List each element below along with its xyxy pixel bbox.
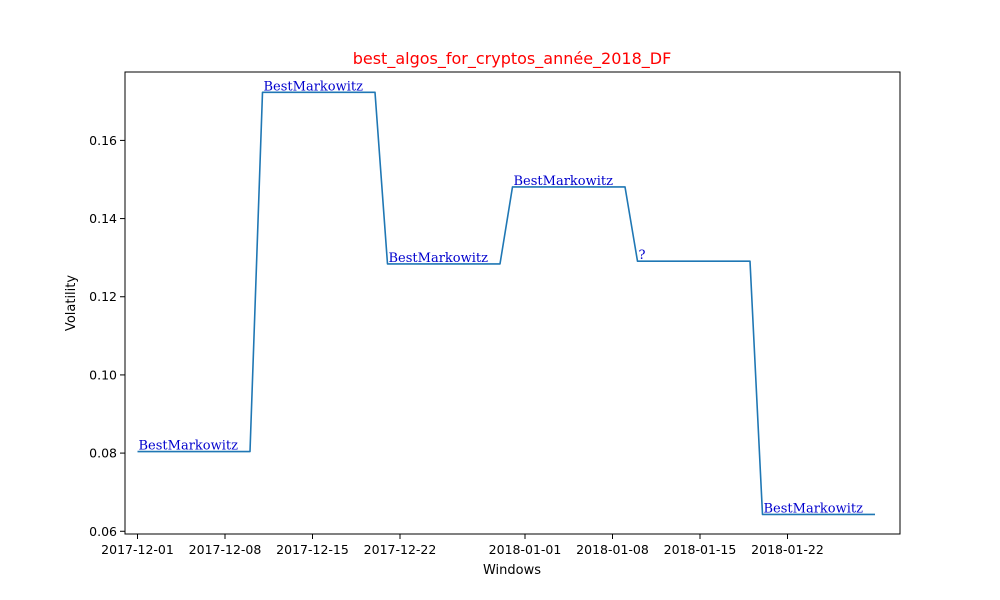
annotation-label: BestMarkowitz bbox=[764, 501, 864, 516]
series-line-volatility bbox=[137, 91, 875, 516]
y-tick-label: 0.14 bbox=[89, 211, 117, 226]
y-tick-label: 0.10 bbox=[89, 367, 117, 382]
x-axis-label: Windows bbox=[483, 563, 541, 578]
y-axis: 0.06 0.08 0.10 0.12 0.14 0.16 bbox=[89, 133, 125, 539]
x-tick-label: 2018-01-15 bbox=[664, 542, 737, 557]
y-tick-label: 0.08 bbox=[89, 446, 117, 461]
x-tick-label: 2018-01-22 bbox=[751, 542, 824, 557]
y-tick-label: 0.06 bbox=[89, 524, 117, 539]
annotations: BestMarkowitz BestMarkowitz BestMarkowitz B… bbox=[139, 79, 864, 516]
annotation-label: BestMarkowitz bbox=[514, 174, 614, 189]
x-tick-label: 2017-12-08 bbox=[189, 542, 262, 557]
x-tick-label: 2017-12-01 bbox=[101, 542, 174, 557]
y-axis-label: Volatility bbox=[64, 275, 79, 331]
x-tick-label: 2018-01-01 bbox=[489, 542, 562, 557]
x-tick-label: 2018-01-08 bbox=[576, 542, 649, 557]
chart-title: best_algos_for_cryptos_année_2018_DF bbox=[353, 49, 672, 69]
annotation-label: BestMarkowitz bbox=[139, 439, 239, 454]
annotation-label: BestMarkowitz bbox=[389, 251, 489, 266]
annotation-label: ? bbox=[639, 248, 646, 263]
x-tick-label: 2017-12-15 bbox=[276, 542, 349, 557]
y-tick-label: 0.16 bbox=[89, 133, 117, 148]
plot-frame bbox=[124, 71, 901, 535]
y-tick-label: 0.12 bbox=[89, 289, 117, 304]
x-tick-label: 2017-12-22 bbox=[364, 542, 437, 557]
annotation-label: BestMarkowitz bbox=[264, 79, 364, 94]
x-axis: 2017-12-01 2017-12-08 2017-12-15 2017-12-22… bbox=[101, 534, 824, 557]
